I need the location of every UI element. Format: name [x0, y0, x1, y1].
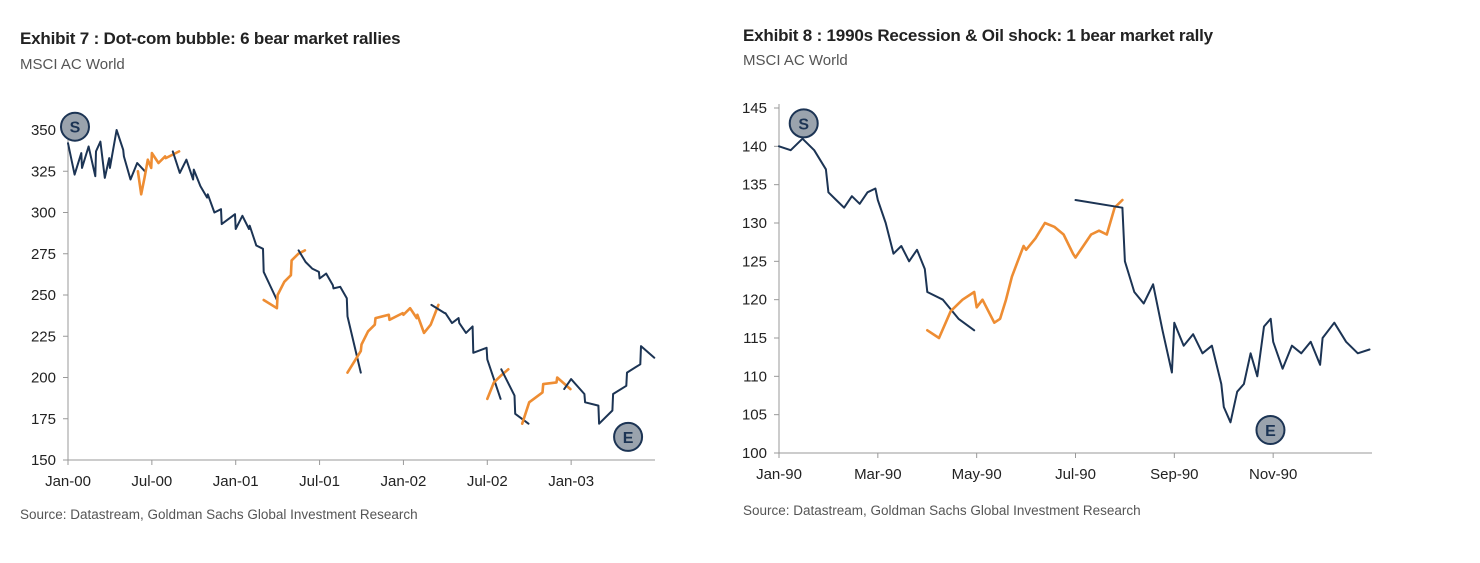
- x-tick-label: Jan-03: [548, 473, 594, 490]
- index-series-line: [778, 137, 976, 332]
- y-tick-label: 110: [743, 368, 767, 385]
- chart-subtitle: MSCI AC World: [20, 56, 125, 73]
- y-tick-label: 100: [742, 445, 767, 462]
- end-marker: [1255, 415, 1286, 445]
- chart-subtitle: MSCI AC World: [743, 52, 848, 69]
- x-tick-label: Jan-90: [756, 466, 802, 483]
- y-tick-label: 115: [743, 330, 767, 347]
- x-tick-label: Jan-01: [213, 473, 259, 490]
- y-tick-label: 145: [742, 100, 767, 117]
- x-tick-label: Jul-00: [131, 473, 172, 490]
- y-tick-label: 350: [31, 122, 56, 139]
- index-series-line: [500, 368, 530, 425]
- chart-source: Source: Datastream, Goldman Sachs Global…: [20, 507, 418, 522]
- chart-source: Source: Datastream, Goldman Sachs Global…: [743, 503, 1141, 518]
- index-series-line: [171, 150, 278, 301]
- x-tick-label: Mar-90: [854, 466, 902, 483]
- rally-series-line: [926, 198, 1124, 340]
- y-tick-label: 325: [31, 163, 56, 180]
- x-tick-label: Jul-01: [299, 473, 340, 490]
- chart-title: Exhibit 8 : 1990s Recession & Oil shock:…: [743, 26, 1213, 45]
- y-tick-label: 150: [31, 452, 56, 469]
- rally-series-line: [346, 303, 440, 374]
- y-tick-label: 130: [742, 215, 767, 232]
- marker-label: S: [798, 116, 809, 133]
- start-marker: [788, 108, 819, 139]
- y-tick-label: 200: [31, 370, 56, 387]
- x-tick-label: Nov-90: [1249, 466, 1297, 483]
- index-series-line: [430, 303, 502, 400]
- x-tick-label: Jan-00: [45, 473, 91, 490]
- rally-series-line: [262, 249, 307, 310]
- y-tick-label: 275: [31, 246, 56, 263]
- end-marker: [613, 421, 644, 452]
- y-tick-label: 135: [742, 177, 767, 194]
- index-series-line: [67, 129, 146, 181]
- y-tick-label: 175: [31, 411, 56, 428]
- index-series-line: [563, 345, 656, 425]
- rally-series-line: [136, 150, 181, 196]
- chart-plot: 100 105 110 115 120 125 130 135 140 145 Jan-90 Mar-…: [742, 100, 1372, 483]
- rally-series-line: [486, 368, 510, 401]
- chart-title: Exhibit 7 : Dot-com bubble: 6 bear marke…: [20, 29, 401, 48]
- x-tick-label: May-90: [952, 466, 1002, 483]
- y-tick-label: 250: [31, 287, 56, 304]
- x-tick-label: Jan-02: [380, 473, 426, 490]
- y-tick-label: 140: [742, 138, 767, 155]
- y-tick-label: 225: [31, 328, 56, 345]
- index-series-line: [1074, 199, 1371, 424]
- rally-series-line: [520, 376, 572, 425]
- y-tick-label: 125: [742, 253, 767, 270]
- y-tick-label: 120: [742, 292, 767, 309]
- marker-label: E: [623, 430, 634, 447]
- chart-plot: 150 175 200 225 250 275 300 325 350 Jan-00 Jul-00 J…: [31, 111, 656, 490]
- y-tick-label: 105: [742, 407, 767, 424]
- x-tick-label: Jul-90: [1055, 466, 1096, 483]
- marker-label: E: [1265, 423, 1276, 440]
- index-series-line: [297, 249, 362, 374]
- x-tick-label: Sep-90: [1150, 466, 1198, 483]
- y-tick-label: 300: [31, 205, 56, 222]
- start-marker: [59, 111, 90, 142]
- x-tick-label: Jul-02: [467, 473, 508, 490]
- marker-label: S: [70, 120, 81, 137]
